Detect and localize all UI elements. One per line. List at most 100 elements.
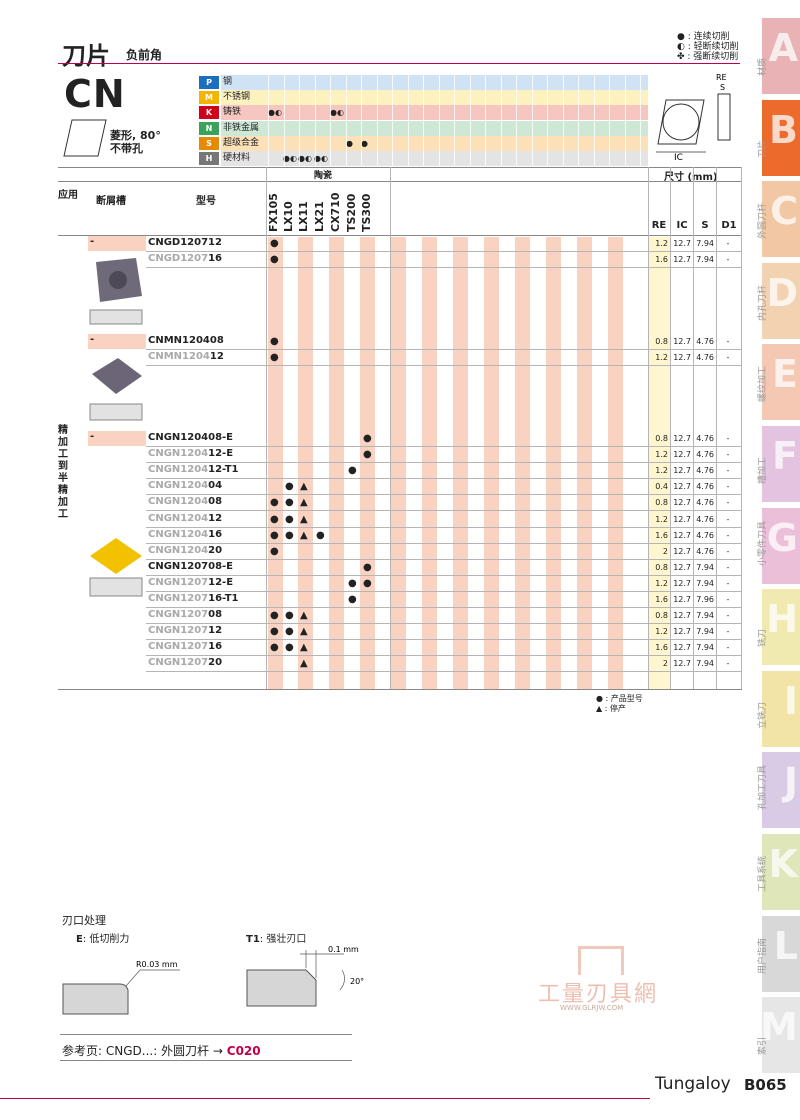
legend-standard: ● : 产品型号 <box>596 694 643 703</box>
model-suffix: 12 <box>208 625 223 637</box>
model-name[interactable]: CNGN120716-T1 <box>148 593 239 604</box>
side-tab-k[interactable]: K 工具系统 <box>758 834 800 910</box>
grade-header: LX10 <box>282 201 295 232</box>
material-row: M 不锈钢 <box>199 90 269 105</box>
tab-label: 工具系统 <box>758 855 768 892</box>
side-tab-d[interactable]: D 内孔刀杆 <box>758 262 800 339</box>
side-tab-g[interactable]: G 小零件刀具 <box>758 507 800 584</box>
dim-value: - <box>726 434 730 443</box>
model-name[interactable]: CNGN120420 <box>148 545 222 556</box>
stock-mark: ● <box>270 238 279 249</box>
row-divider <box>146 542 742 544</box>
material-grid-line <box>392 75 393 166</box>
side-tab-a[interactable]: A 材质 <box>758 18 800 94</box>
discontinued-mark: ▲ <box>300 658 308 670</box>
row-divider <box>146 639 742 641</box>
dim-value: - <box>726 255 730 265</box>
stock-mark: ● <box>270 352 279 364</box>
dim-value: 7.94 <box>696 562 714 572</box>
material-grid-line <box>609 75 610 166</box>
material-row-bg <box>221 151 648 166</box>
model-suffix: 12-E <box>208 448 234 460</box>
stock-mark: ● <box>363 433 372 444</box>
side-tab-h[interactable]: H 铣刀 <box>758 589 800 666</box>
model-name[interactable]: CNMN120408 <box>148 335 224 346</box>
model-name[interactable]: CNGD120716 <box>148 253 222 264</box>
product-legend: ● : 产品型号 ▲ : 停产 <box>596 694 643 714</box>
side-tab-b[interactable]: B 刀片 <box>758 99 800 176</box>
tab-letter: C <box>770 189 798 234</box>
chipbreaker-cell: - <box>88 431 146 446</box>
material-code: H <box>199 152 219 165</box>
side-tab-m[interactable]: M 索引 <box>758 997 800 1074</box>
edge-t1-text: : 强壮刃口 <box>259 934 307 945</box>
material-mark: ●◐ <box>314 154 328 163</box>
dim-value: 7.94 <box>696 578 714 588</box>
tab-label: 螺纹加工 <box>758 366 768 403</box>
model-name[interactable]: CNGN120408-E <box>148 432 233 443</box>
dim-value: 0.8 <box>655 434 668 443</box>
material-name: 硬材料 <box>223 153 251 163</box>
tab-letter: I <box>783 678 798 723</box>
model-prefix: CNGD120712 <box>148 237 222 248</box>
side-tab-i[interactable]: I 立铣刀 <box>758 670 800 747</box>
dim-value: 0.8 <box>655 562 668 572</box>
model-name[interactable]: CNGN120412-E <box>148 448 233 459</box>
col-divider <box>266 167 267 689</box>
side-tab-l[interactable]: L 用户指南 <box>758 915 800 992</box>
stock-mark: ● <box>285 529 294 541</box>
tab-letter: J <box>783 760 798 805</box>
model-name[interactable]: CNGN120408 <box>148 496 222 507</box>
dim-value: 0.8 <box>655 611 668 621</box>
stock-mark: ● <box>270 626 279 638</box>
chipbreaker-value: - <box>90 236 95 247</box>
dim-value: - <box>726 466 730 476</box>
model-name[interactable]: CNGN120416 <box>148 529 222 540</box>
material-grid-line <box>314 75 316 166</box>
model-name[interactable]: CNGN120412-T1 <box>148 464 239 475</box>
svg-text:S: S <box>720 83 725 92</box>
model-name[interactable]: CNGN120716 <box>148 641 222 652</box>
footer-page: B065 <box>744 1076 787 1094</box>
dim-value: - <box>726 578 730 588</box>
col-divider <box>716 167 717 689</box>
discontinued-mark: ▲ <box>300 481 308 493</box>
model-prefix: CNGN1204 <box>148 496 209 508</box>
model-name[interactable]: CNGN120404 <box>148 480 222 491</box>
dim-value: 1.2 <box>655 353 668 363</box>
model-name[interactable]: CNGN120720 <box>148 657 222 668</box>
material-code: M <box>199 91 219 105</box>
dim-value: - <box>726 643 730 653</box>
cnmn-insert-photo <box>89 358 143 421</box>
model-prefix: CNGN1207 <box>148 657 209 669</box>
side-tab-j[interactable]: J 孔加工刀具 <box>758 752 800 829</box>
model-name[interactable]: CNGN120708-E <box>148 561 233 572</box>
model-name[interactable]: CNGN120712-E <box>148 577 233 588</box>
dim-value: 4.76 <box>696 498 714 508</box>
header-bottom-rule <box>58 181 742 182</box>
dim-value: 12.7 <box>673 546 691 556</box>
material-code: N <box>199 121 219 135</box>
dimension-diagram: IC RE S <box>656 73 731 163</box>
stock-mark: ● <box>270 497 279 509</box>
model-prefix: CNGN1207 <box>148 641 209 653</box>
side-tab-c[interactable]: C 外圆刀杆 <box>758 181 800 258</box>
model-name[interactable]: CNGN120712 <box>148 625 222 636</box>
model-name[interactable]: CNGD120712 <box>148 237 222 248</box>
application-text: 精加工到半精加工 <box>58 425 68 520</box>
model-name[interactable]: CNGN120412 <box>148 513 222 524</box>
material-mark: ●◐ <box>268 108 282 118</box>
tab-letter: L <box>773 923 798 968</box>
reference-link[interactable]: C020 <box>226 1044 261 1058</box>
dim-value: - <box>726 482 730 492</box>
reference-rule-bottom <box>60 1060 352 1061</box>
model-name[interactable]: CNMN120412 <box>148 351 224 362</box>
dim-value: 1.6 <box>655 595 668 604</box>
dim-value: 1.2 <box>655 466 668 476</box>
side-tab-f[interactable]: F 槽加工 <box>758 426 800 502</box>
dim-value: - <box>726 337 730 346</box>
side-tab-e[interactable]: E 螺纹加工 <box>758 344 800 421</box>
material-grid-line <box>593 75 595 166</box>
svg-text:RE: RE <box>716 73 727 82</box>
model-name[interactable]: CNGN120708 <box>148 609 222 620</box>
